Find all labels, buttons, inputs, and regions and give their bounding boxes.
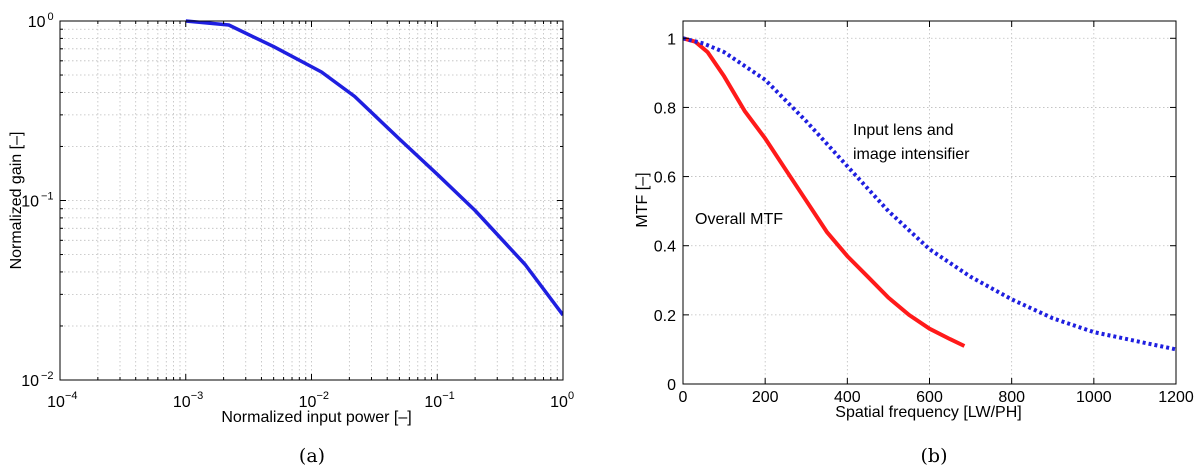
- x-tick-label-exponent: −3: [191, 390, 204, 402]
- x-tick-label-base: 10: [299, 394, 317, 411]
- panel-a-caption: (a): [299, 445, 325, 467]
- x-tick-label: 10 −2: [299, 390, 329, 411]
- x-tick-label-base: 10: [424, 394, 442, 411]
- panel-a-grid: [60, 21, 563, 380]
- panel-b-caption: (b): [921, 445, 948, 467]
- panel-a-series: [185, 19, 563, 317]
- x-tick-label: 10 0: [550, 390, 574, 411]
- panel-b-x-axis-label: Spatial frequency [LW/PH]: [835, 404, 1021, 421]
- y-tick-label-exponent: −1: [41, 191, 54, 203]
- y-tick-label-exponent: 0: [48, 11, 54, 23]
- y-tick-label: 10 0: [28, 11, 54, 31]
- y-tick-label: 10 −1: [21, 191, 53, 211]
- x-tick-label: 1200: [1158, 389, 1194, 406]
- y-tick-label: 10 −2: [21, 370, 53, 390]
- x-tick-label-exponent: 0: [568, 390, 574, 402]
- y-tick-label: 0: [667, 377, 676, 394]
- y-tick-label-base: 10: [21, 373, 39, 390]
- gain-curve: [185, 19, 563, 317]
- x-tick-label: 0: [679, 389, 688, 406]
- x-tick-label-exponent: −1: [442, 390, 455, 402]
- overall-mtf-annotation: Overall MTF: [695, 211, 783, 228]
- panel-b-ticks: 0 200 400 600 800 1000 1200 0 0.2 0.4 0.6 0.8 1: [654, 21, 1194, 406]
- y-tick-label: 0.2: [654, 308, 676, 325]
- y-tick-label: 0.6: [654, 170, 676, 187]
- x-tick-label-base: 10: [173, 394, 191, 411]
- overall-mtf-curve: [682, 36, 966, 348]
- x-tick-label-exponent: −2: [317, 390, 330, 402]
- panel-b-y-axis-label: MTF [–]: [634, 172, 651, 227]
- input-lens-annotation-line-1: Input lens and: [853, 122, 954, 139]
- panel-a-y-axis-label: Normalized gain [–]: [8, 132, 25, 270]
- x-tick-label: 10 −4: [47, 390, 77, 411]
- x-tick-label: 200: [752, 389, 779, 406]
- panel-b-grid: [683, 21, 1176, 384]
- panel-b-chart: 0 200 400 600 800 1000 1200 0 0.2 0.4 0.6 0.8 1 Over…: [634, 20, 1194, 467]
- x-tick-label: 600: [916, 389, 943, 406]
- y-tick-label: 1: [667, 31, 676, 48]
- x-tick-label: 1000: [1076, 389, 1112, 406]
- input-lens-mtf-curve: [682, 36, 1177, 352]
- panel-b-series: [682, 36, 1177, 352]
- x-tick-label: 10 −3: [173, 390, 203, 411]
- x-tick-label: 400: [834, 389, 861, 406]
- x-tick-label-exponent: −4: [65, 390, 78, 402]
- x-tick-label: 800: [998, 389, 1025, 406]
- panel-a-ticks: 10 −4 10 −3 10 −2 10 −1 10 010 −210 −110 0: [21, 11, 574, 411]
- x-tick-label-base: 10: [47, 394, 65, 411]
- y-tick-label-base: 10: [21, 194, 39, 211]
- panel-a-x-axis-label: Normalized input power [–]: [221, 409, 411, 426]
- y-tick-label: 0.4: [654, 239, 676, 256]
- y-tick-label-base: 10: [28, 14, 46, 31]
- y-tick-label-exponent: −2: [41, 370, 54, 382]
- panel-a-chart: 10 −4 10 −3 10 −2 10 −1 10 010 −210 −110 0 Normalize…: [8, 11, 574, 467]
- x-tick-label: 10 −1: [424, 390, 454, 411]
- input-lens-annotation-line-2: image intensifier: [853, 146, 970, 163]
- y-tick-label: 0.8: [654, 100, 676, 117]
- x-tick-label-base: 10: [550, 394, 568, 411]
